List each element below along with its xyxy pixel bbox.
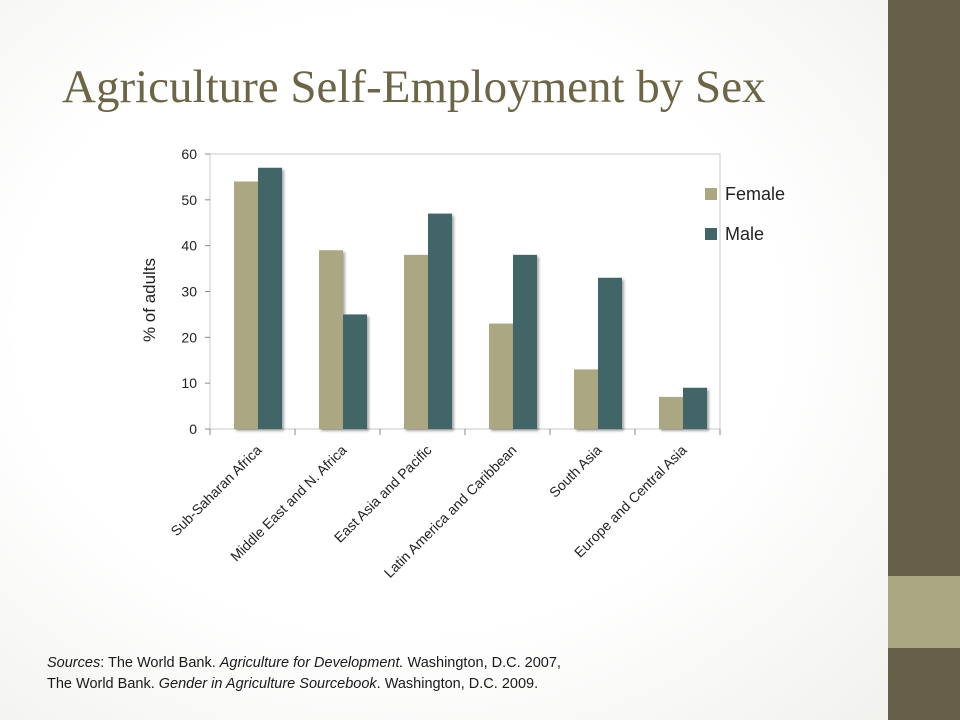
bar-male: [513, 254, 537, 429]
sources-citation: Sources: The World Bank. Agriculture for…: [47, 653, 807, 695]
bar-female: [489, 323, 513, 429]
bar-female: [574, 369, 598, 429]
sources-line-1: Sources: The World Bank. Agriculture for…: [47, 653, 807, 674]
sources-text: Washington, D.C. 2007,: [403, 655, 561, 671]
bar-chart: 0 10 20 30 40 50 60 % of adults Sub-Saharan Afri…: [140, 146, 785, 581]
bar-male: [683, 387, 707, 429]
sources-text: . Washington, D.C. 2009.: [376, 676, 539, 692]
bar-male: [258, 167, 282, 429]
side-accent-block: [888, 576, 960, 648]
y-tick-label: 0: [189, 421, 197, 437]
x-tick-label: Sub-Saharan Africa: [167, 442, 264, 539]
y-tick-label: 60: [181, 146, 197, 162]
source-book-title: Agriculture for Development.: [219, 655, 404, 671]
legend-swatch-female: [705, 188, 717, 200]
bar-male: [598, 277, 622, 429]
sources-text: : The World Bank.: [100, 655, 220, 671]
legend-swatch-male: [705, 228, 717, 240]
bar-female: [319, 250, 343, 429]
sources-label: Sources: [47, 655, 101, 671]
bar-female: [234, 181, 258, 429]
y-tick-label: 20: [181, 329, 197, 345]
bar-female: [404, 254, 428, 429]
y-tick-label: 40: [181, 238, 197, 254]
plot-area: [209, 153, 721, 430]
y-tick-label: 50: [181, 192, 197, 208]
x-tick-label: South Asia: [546, 442, 605, 501]
sources-text: The World Bank.: [47, 676, 159, 692]
slide-title: Agriculture Self-Employment by Sex: [62, 61, 766, 113]
sources-line-2: The World Bank. Gender in Agriculture So…: [47, 674, 807, 695]
bar-female: [659, 396, 683, 429]
bar-male: [343, 314, 367, 429]
source-book-title: Gender in Agriculture Sourcebook: [158, 676, 377, 692]
legend-label: Male: [725, 224, 764, 244]
legend-label: Female: [725, 184, 785, 204]
y-axis-label: % of adults: [140, 258, 159, 342]
y-tick-label: 10: [181, 375, 197, 391]
y-tick-label: 30: [181, 284, 197, 300]
bar-male: [428, 213, 452, 429]
